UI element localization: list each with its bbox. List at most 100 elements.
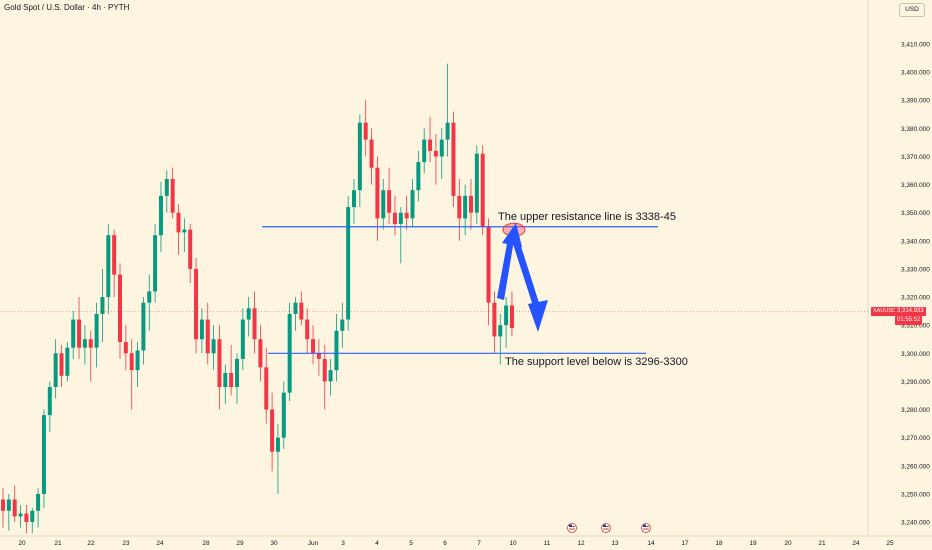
down-arrow-head bbox=[528, 300, 548, 332]
candle-body bbox=[381, 190, 386, 219]
y-tick-label: 3,320.000 bbox=[901, 295, 930, 302]
candle-body bbox=[293, 302, 298, 314]
candle-body bbox=[451, 122, 456, 196]
x-tick-label: 20 bbox=[18, 540, 26, 547]
candle-body bbox=[47, 387, 52, 416]
candle-body bbox=[153, 235, 158, 292]
candle-body bbox=[387, 190, 392, 213]
candle-body bbox=[229, 372, 234, 388]
candle-body bbox=[24, 513, 29, 522]
candle-body bbox=[176, 212, 181, 233]
x-tick-label: 12 bbox=[577, 540, 585, 547]
candle-body bbox=[112, 235, 117, 275]
candle-body bbox=[36, 493, 41, 511]
candle-body bbox=[59, 353, 64, 376]
x-tick-label: 6 bbox=[443, 540, 447, 547]
y-tick-label: 3,310.000 bbox=[901, 323, 930, 330]
us-event-icon-stripe bbox=[569, 528, 575, 530]
candle-body bbox=[275, 437, 280, 452]
support-annotation[interactable]: The support level below is 3296-3300 bbox=[505, 356, 688, 368]
candle-body bbox=[223, 372, 228, 388]
up-arrow-head bbox=[502, 223, 522, 247]
candle-body bbox=[100, 297, 105, 314]
candle-body bbox=[422, 139, 427, 163]
candle-body bbox=[199, 319, 204, 340]
x-tick-label: 21 bbox=[818, 540, 826, 547]
candle-body bbox=[77, 319, 82, 348]
candle-body bbox=[82, 339, 87, 348]
y-tick-label: 3,340.000 bbox=[901, 238, 930, 245]
candle-body bbox=[211, 339, 216, 354]
y-tick-label: 3,380.000 bbox=[901, 126, 930, 133]
candle-body bbox=[264, 367, 269, 410]
x-tick-label: 25 bbox=[886, 540, 894, 547]
x-tick-label: 5 bbox=[409, 540, 413, 547]
y-tick-label: 3,350.000 bbox=[901, 210, 930, 217]
candle-body bbox=[410, 190, 415, 219]
y-tick-label: 3,300.000 bbox=[901, 351, 930, 358]
candle-body bbox=[363, 122, 368, 140]
y-tick-label: 3,390.000 bbox=[901, 98, 930, 105]
candle-body bbox=[6, 499, 11, 511]
candle-body bbox=[147, 291, 152, 303]
y-tick-label: 3,280.000 bbox=[901, 407, 930, 414]
symbol-title[interactable]: Gold Spot / U.S. Dollar · 4h · PYTH bbox=[4, 3, 130, 12]
candle-body bbox=[299, 302, 304, 320]
candle-body bbox=[433, 150, 438, 157]
y-tick-label: 3,330.000 bbox=[901, 266, 930, 273]
candle-body bbox=[252, 308, 257, 340]
candle-body bbox=[316, 353, 321, 359]
x-tick-label: 13 bbox=[611, 540, 619, 547]
y-tick-label: 3,400.000 bbox=[901, 70, 930, 77]
y-tick-label: 3,270.000 bbox=[901, 435, 930, 442]
x-tick-label: 21 bbox=[54, 540, 62, 547]
candle-body bbox=[118, 274, 122, 343]
x-tick-label: 18 bbox=[715, 540, 723, 547]
candle-body bbox=[1, 499, 5, 511]
candle-body bbox=[492, 302, 497, 337]
x-tick-label: 30 bbox=[270, 540, 278, 547]
candle-body bbox=[463, 195, 468, 219]
x-tick-label: 24 bbox=[156, 540, 164, 547]
candle-body bbox=[416, 162, 421, 191]
candle-body bbox=[246, 308, 251, 320]
candle-body bbox=[509, 305, 514, 328]
candle-body bbox=[445, 122, 450, 140]
down-arrow-shaft bbox=[513, 240, 540, 309]
candle-body bbox=[357, 122, 362, 191]
candle-body bbox=[340, 319, 345, 331]
y-tick-label: 3,290.000 bbox=[901, 379, 930, 386]
candle-body bbox=[375, 167, 380, 219]
ticker-badge: XAUUSD bbox=[871, 307, 898, 316]
candle-body bbox=[129, 353, 134, 371]
candle-body bbox=[194, 268, 199, 340]
candle-body bbox=[498, 325, 503, 337]
up-arrow-shaft bbox=[497, 238, 514, 300]
x-tick-label: 24 bbox=[852, 540, 860, 547]
x-tick-label: 7 bbox=[477, 540, 481, 547]
candle-body bbox=[53, 353, 58, 388]
candle-body bbox=[346, 207, 351, 320]
candle-body bbox=[480, 153, 485, 227]
candle-body bbox=[164, 178, 169, 196]
resistance-annotation[interactable]: The upper resistance line is 3338-45 bbox=[498, 211, 676, 223]
candle-body bbox=[135, 350, 140, 371]
candle-body bbox=[305, 319, 310, 340]
candle-body bbox=[457, 195, 462, 219]
x-tick-label: 23 bbox=[122, 540, 130, 547]
us-event-icon-canton bbox=[569, 524, 572, 527]
y-tick-label: 3,250.000 bbox=[901, 491, 930, 498]
candle-body bbox=[65, 347, 70, 376]
us-event-icon-stripe bbox=[643, 528, 649, 530]
x-tick-label: 29 bbox=[236, 540, 244, 547]
currency-selector[interactable]: USD bbox=[899, 3, 925, 17]
candle-body bbox=[170, 178, 175, 213]
candle-body bbox=[205, 319, 210, 354]
y-tick-label: 3,240.000 bbox=[901, 520, 930, 527]
candle-body bbox=[94, 313, 99, 348]
us-event-icon-stripe bbox=[603, 528, 609, 530]
candle-body bbox=[182, 229, 187, 233]
candle-body bbox=[235, 358, 239, 388]
